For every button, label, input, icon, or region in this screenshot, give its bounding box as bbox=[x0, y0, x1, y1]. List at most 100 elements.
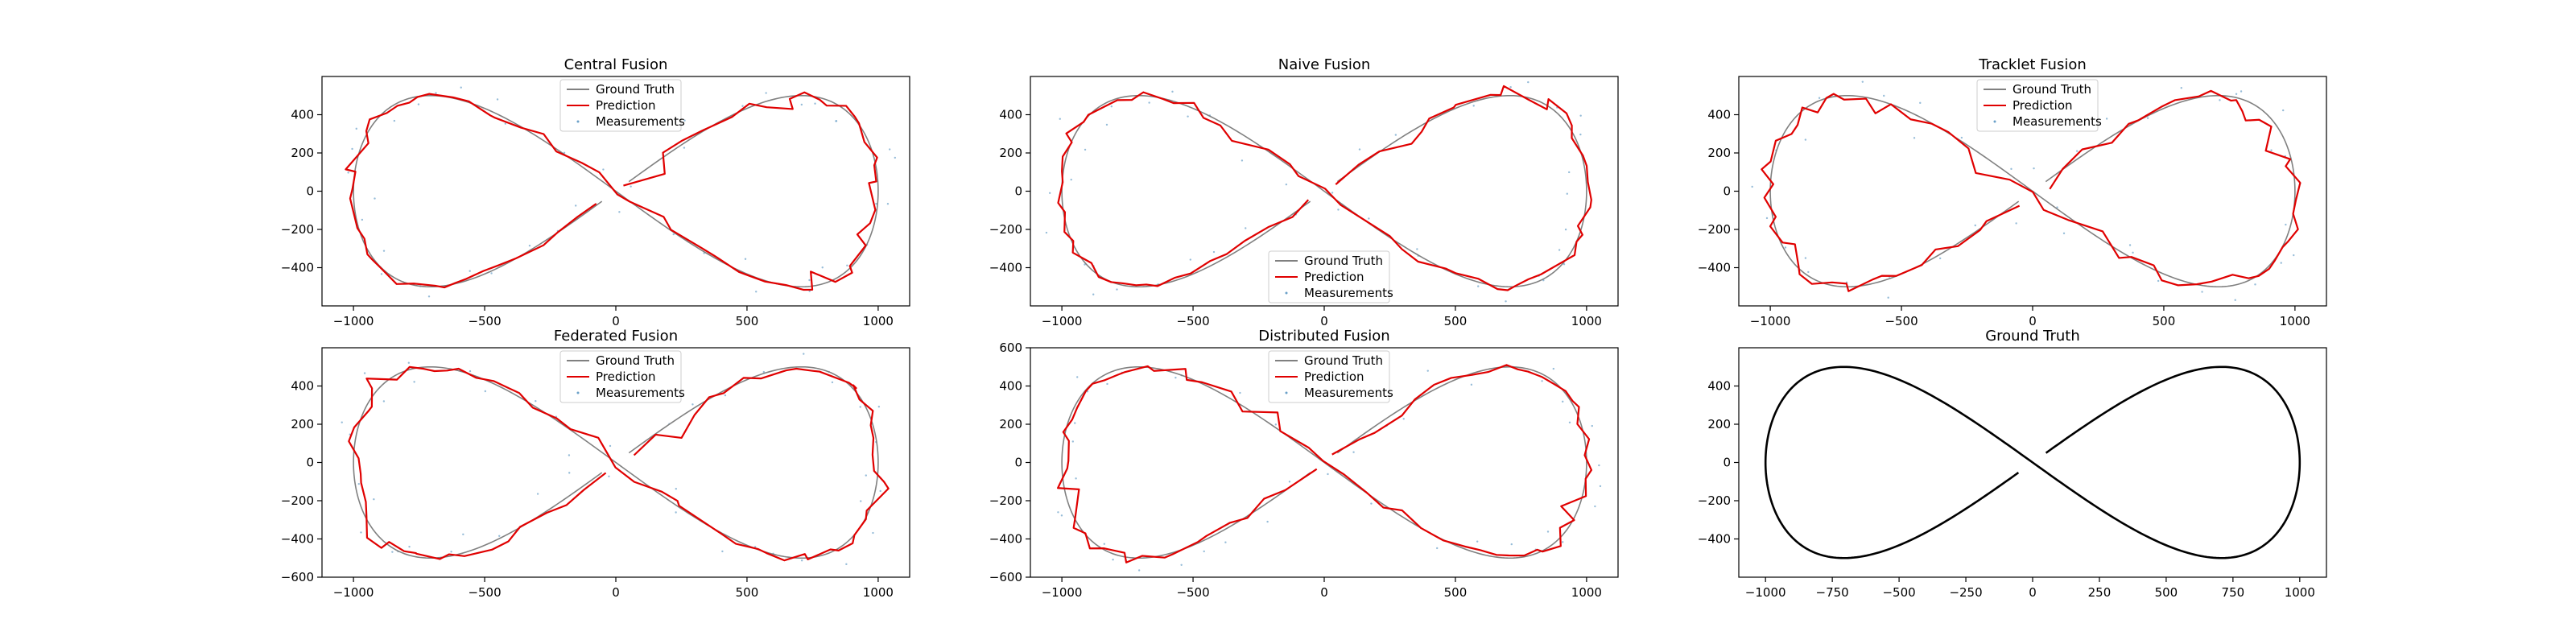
measurement-point bbox=[460, 86, 462, 89]
panel-tracklet-fusion: Tracklet Fusion −1000 −500 0 500 1000 −400 −200… bbox=[1698, 56, 2327, 328]
measurement-point bbox=[1568, 171, 1571, 174]
x-tick-label: 0 bbox=[2029, 585, 2037, 600]
y-tick-label: 400 bbox=[999, 379, 1022, 394]
measurement-point bbox=[1807, 270, 1810, 274]
measurement-point bbox=[1224, 541, 1227, 543]
measurement-point bbox=[1394, 134, 1397, 136]
x-tick-label: −1000 bbox=[1042, 314, 1083, 328]
measurement-point bbox=[360, 531, 362, 534]
y-tick-label: 200 bbox=[291, 417, 314, 431]
legend-prediction-label: Prediction bbox=[1304, 369, 1364, 384]
y-tick-label: 400 bbox=[1707, 108, 1731, 122]
measurement-point bbox=[1103, 543, 1106, 545]
measurement-point bbox=[1084, 148, 1087, 151]
x-tick-label: 0 bbox=[1320, 314, 1328, 328]
y-tick-label: 400 bbox=[291, 108, 314, 122]
measurement-point bbox=[2146, 117, 2149, 119]
measurement-point bbox=[2280, 262, 2282, 264]
legend-measurements-swatch bbox=[1285, 291, 1288, 295]
measurement-point bbox=[1568, 421, 1571, 423]
measurement-point bbox=[1370, 502, 1373, 505]
x-tick-label: 750 bbox=[2222, 585, 2245, 600]
legend-ground-truth-label: Ground Truth bbox=[596, 82, 675, 97]
measurement-point bbox=[755, 291, 758, 293]
x-tick-label: 500 bbox=[1444, 585, 1468, 600]
measurement-point bbox=[609, 444, 612, 448]
measurement-point bbox=[2180, 86, 2182, 89]
measurement-point bbox=[2254, 283, 2256, 286]
measurement-point bbox=[1476, 540, 1479, 543]
x-tick-label: 0 bbox=[612, 585, 620, 600]
x-tick-label: −500 bbox=[1176, 314, 1209, 328]
x-tick-label: 500 bbox=[736, 314, 759, 328]
measurement-point bbox=[1057, 511, 1059, 514]
measurement-point bbox=[568, 454, 571, 456]
measurement-point bbox=[469, 270, 471, 272]
y-tick-label: −200 bbox=[1698, 222, 1731, 237]
measurement-point bbox=[341, 421, 343, 423]
measurement-point bbox=[373, 497, 375, 501]
measurement-point bbox=[1751, 185, 1753, 188]
measurement-point bbox=[2270, 149, 2273, 151]
measurement-point bbox=[602, 168, 605, 171]
x-tick-label: 1000 bbox=[863, 314, 894, 328]
measurement-point bbox=[1327, 473, 1329, 476]
measurement-point bbox=[2285, 223, 2287, 226]
measurement-point bbox=[357, 482, 360, 485]
measurement-point bbox=[691, 403, 694, 406]
x-tick-label: −1000 bbox=[333, 314, 374, 328]
measurement-point bbox=[1599, 485, 1602, 488]
measurement-point bbox=[2281, 109, 2285, 112]
measurement-point bbox=[1598, 464, 1600, 467]
measurement-point bbox=[1112, 559, 1114, 561]
plot-area bbox=[1764, 365, 2301, 559]
measurement-point bbox=[846, 264, 848, 266]
measurement-point bbox=[1919, 101, 1922, 105]
measurement-point bbox=[1045, 231, 1048, 234]
measurement-point bbox=[821, 266, 824, 269]
panel-naive-fusion: Naive Fusion −1000 −500 0 500 1000 −400 −200 0 20… bbox=[989, 56, 1619, 328]
ground-truth-line bbox=[1764, 365, 2301, 559]
measurement-point bbox=[2235, 93, 2238, 95]
legend-measurements-label: Measurements bbox=[1304, 386, 1393, 400]
x-tick-label: 1000 bbox=[1571, 314, 1602, 328]
measurement-point bbox=[1887, 296, 1889, 299]
measurement-point bbox=[1331, 192, 1334, 194]
x-tick-label: 500 bbox=[1444, 314, 1468, 328]
measurement-point bbox=[1203, 550, 1205, 553]
measurement-point bbox=[2201, 291, 2203, 293]
measurement-point bbox=[2234, 299, 2236, 301]
measurement-point bbox=[2015, 222, 2017, 225]
measurement-point bbox=[1110, 105, 1113, 108]
panel-title: Naive Fusion bbox=[1278, 56, 1371, 73]
prediction-line bbox=[348, 365, 890, 562]
panel-title: Ground Truth bbox=[1985, 328, 2080, 345]
y-tick-label: 200 bbox=[291, 146, 314, 160]
plot-area bbox=[1045, 80, 1592, 303]
x-tick-label: 500 bbox=[736, 585, 759, 600]
measurement-point bbox=[800, 103, 803, 106]
measurement-point bbox=[1765, 217, 1769, 220]
panel-federated-fusion: Federated Fusion −1000 −500 0 500 1000 −600 −40… bbox=[281, 328, 910, 600]
measurement-point bbox=[1075, 477, 1077, 480]
measurement-point bbox=[1288, 481, 1291, 483]
measurement-point bbox=[407, 361, 411, 364]
measurement-point bbox=[1137, 569, 1141, 572]
legend-prediction-label: Prediction bbox=[2013, 98, 2073, 113]
panel-title: Distributed Fusion bbox=[1258, 328, 1389, 345]
measurement-point bbox=[1174, 376, 1177, 379]
prediction-line bbox=[1057, 364, 1593, 564]
measurement-point bbox=[435, 92, 437, 94]
panel-title: Tracklet Fusion bbox=[1978, 56, 2087, 73]
measurement-point bbox=[1470, 383, 1473, 386]
measurement-point bbox=[355, 127, 357, 130]
x-tick-label: 0 bbox=[1320, 585, 1328, 600]
y-tick-label: 200 bbox=[999, 146, 1022, 160]
measurement-point bbox=[835, 120, 838, 122]
y-tick-label: −400 bbox=[989, 532, 1022, 547]
measurement-point bbox=[382, 250, 386, 252]
y-tick-label: −200 bbox=[1698, 493, 1731, 508]
